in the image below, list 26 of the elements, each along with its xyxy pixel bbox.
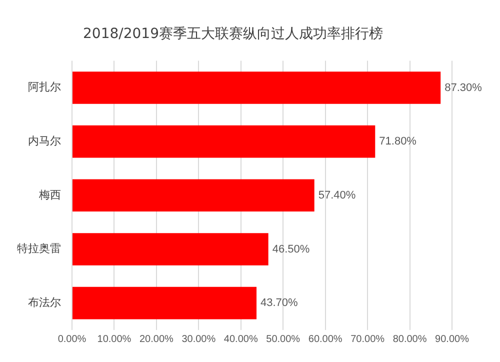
data-label: 57.40% xyxy=(318,189,356,202)
bar xyxy=(72,125,376,158)
data-label: 71.80% xyxy=(379,136,417,148)
y-tick-label: 阿扎尔 xyxy=(28,80,61,94)
bar xyxy=(72,72,441,104)
y-tick-label: 布法尔 xyxy=(28,296,61,309)
x-tick-label: 50.00% xyxy=(266,334,300,345)
bar xyxy=(72,286,257,320)
x-tick-label: 10.00% xyxy=(97,334,132,345)
bar xyxy=(72,233,268,266)
x-tick-label: 80.00% xyxy=(392,334,427,345)
data-label: 46.50% xyxy=(272,243,310,256)
x-tick-label: 70.00% xyxy=(350,334,385,345)
y-tick-label: 内马尔 xyxy=(28,134,61,148)
x-tick-label: 0.00% xyxy=(58,334,86,345)
x-tick-label: 90.00% xyxy=(435,334,470,345)
x-tick-label: 30.00% xyxy=(182,334,216,345)
bar xyxy=(72,179,314,212)
chart-title: 2018/2019赛季五大联赛纵向过人成功率排行榜 xyxy=(83,26,383,42)
x-tick-label: 60.00% xyxy=(308,334,342,345)
y-tick-label: 特拉奥雷 xyxy=(17,242,61,256)
x-tick-label: 20.00% xyxy=(139,334,174,345)
data-label: 43.70% xyxy=(260,297,298,310)
x-tick-label: 40.00% xyxy=(224,334,258,345)
data-label: 87.30% xyxy=(444,82,482,94)
y-tick-label: 梅西 xyxy=(38,188,61,202)
